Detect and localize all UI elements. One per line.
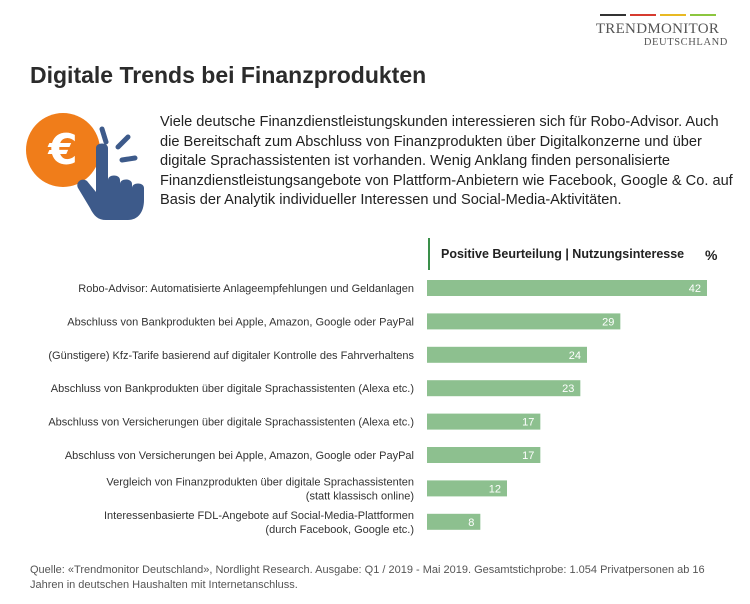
pointing-hand bbox=[77, 143, 144, 220]
chart-unit: % bbox=[705, 247, 718, 263]
logo-sub-text: DEUTSCHLAND bbox=[643, 37, 728, 48]
category-label: Abschluss von Versicherungen bei Apple, … bbox=[65, 450, 414, 462]
page-title: Digitale Trends bei Finanzprodukten bbox=[30, 62, 427, 88]
intro-text: Viele deutsche Finanzdienstleistungskund… bbox=[160, 114, 733, 208]
bar-value-label: 29 bbox=[602, 316, 614, 328]
logo-stripe bbox=[599, 14, 626, 16]
bar-2 bbox=[427, 313, 621, 330]
category-label: Abschluss von Versicherungen über digita… bbox=[48, 417, 414, 429]
bar-chart: 42 Robo-Advisor: Automatisierte Anlageemp… bbox=[48, 280, 707, 536]
bar-7 bbox=[427, 480, 507, 497]
bar-value-label: 12 bbox=[489, 483, 501, 495]
bar-value-label: 24 bbox=[569, 350, 581, 362]
click-spark-icon bbox=[99, 126, 138, 163]
logo-stripes bbox=[585, 14, 730, 16]
bar-value-label: 17 bbox=[522, 417, 534, 429]
bar-value-label: 8 bbox=[468, 517, 474, 529]
category-label: Interessenbasierte FDL-Angebote auf Soci… bbox=[104, 510, 414, 536]
euro-coin bbox=[26, 113, 100, 187]
bar-8 bbox=[427, 513, 481, 530]
category-label: Vergleich von Finanzprodukten über digit… bbox=[106, 476, 414, 502]
chart-legend: Positive Beurteilung | Nutzungsinteresse bbox=[441, 247, 685, 261]
source-footnote: Quelle: «Trendmonitor Deutschland», Nord… bbox=[30, 564, 705, 591]
category-label: Abschluss von Bankprodukten bei Apple, A… bbox=[67, 316, 414, 328]
trendmonitor-logo: TRENDMONITOR DEUTSCHLAND bbox=[585, 14, 730, 49]
category-label: (Günstigere) Kfz-Tarife basierend auf di… bbox=[48, 350, 414, 362]
bar-value-label: 23 bbox=[562, 383, 574, 395]
bar-3 bbox=[427, 346, 587, 363]
bar-value-label: 17 bbox=[522, 450, 534, 462]
category-label: Abschluss von Bankprodukten über digital… bbox=[51, 383, 414, 395]
logo-stripe bbox=[629, 14, 656, 16]
euro-symbol-icon: € bbox=[47, 125, 77, 174]
category-label: Robo-Advisor: Automatisierte Anlageempfe… bbox=[78, 283, 414, 295]
bar-5 bbox=[427, 413, 541, 430]
bar-1 bbox=[427, 280, 707, 296]
bar-6 bbox=[427, 447, 541, 463]
bar-value-label: 42 bbox=[689, 283, 701, 295]
legend-marker bbox=[428, 238, 430, 270]
bar-4 bbox=[427, 380, 581, 397]
logo-stripe bbox=[689, 14, 716, 16]
euro-coin-hand-icon: € bbox=[26, 113, 144, 220]
logo-stripe bbox=[659, 14, 686, 16]
logo-main-text: TRENDMONITOR bbox=[595, 21, 720, 37]
